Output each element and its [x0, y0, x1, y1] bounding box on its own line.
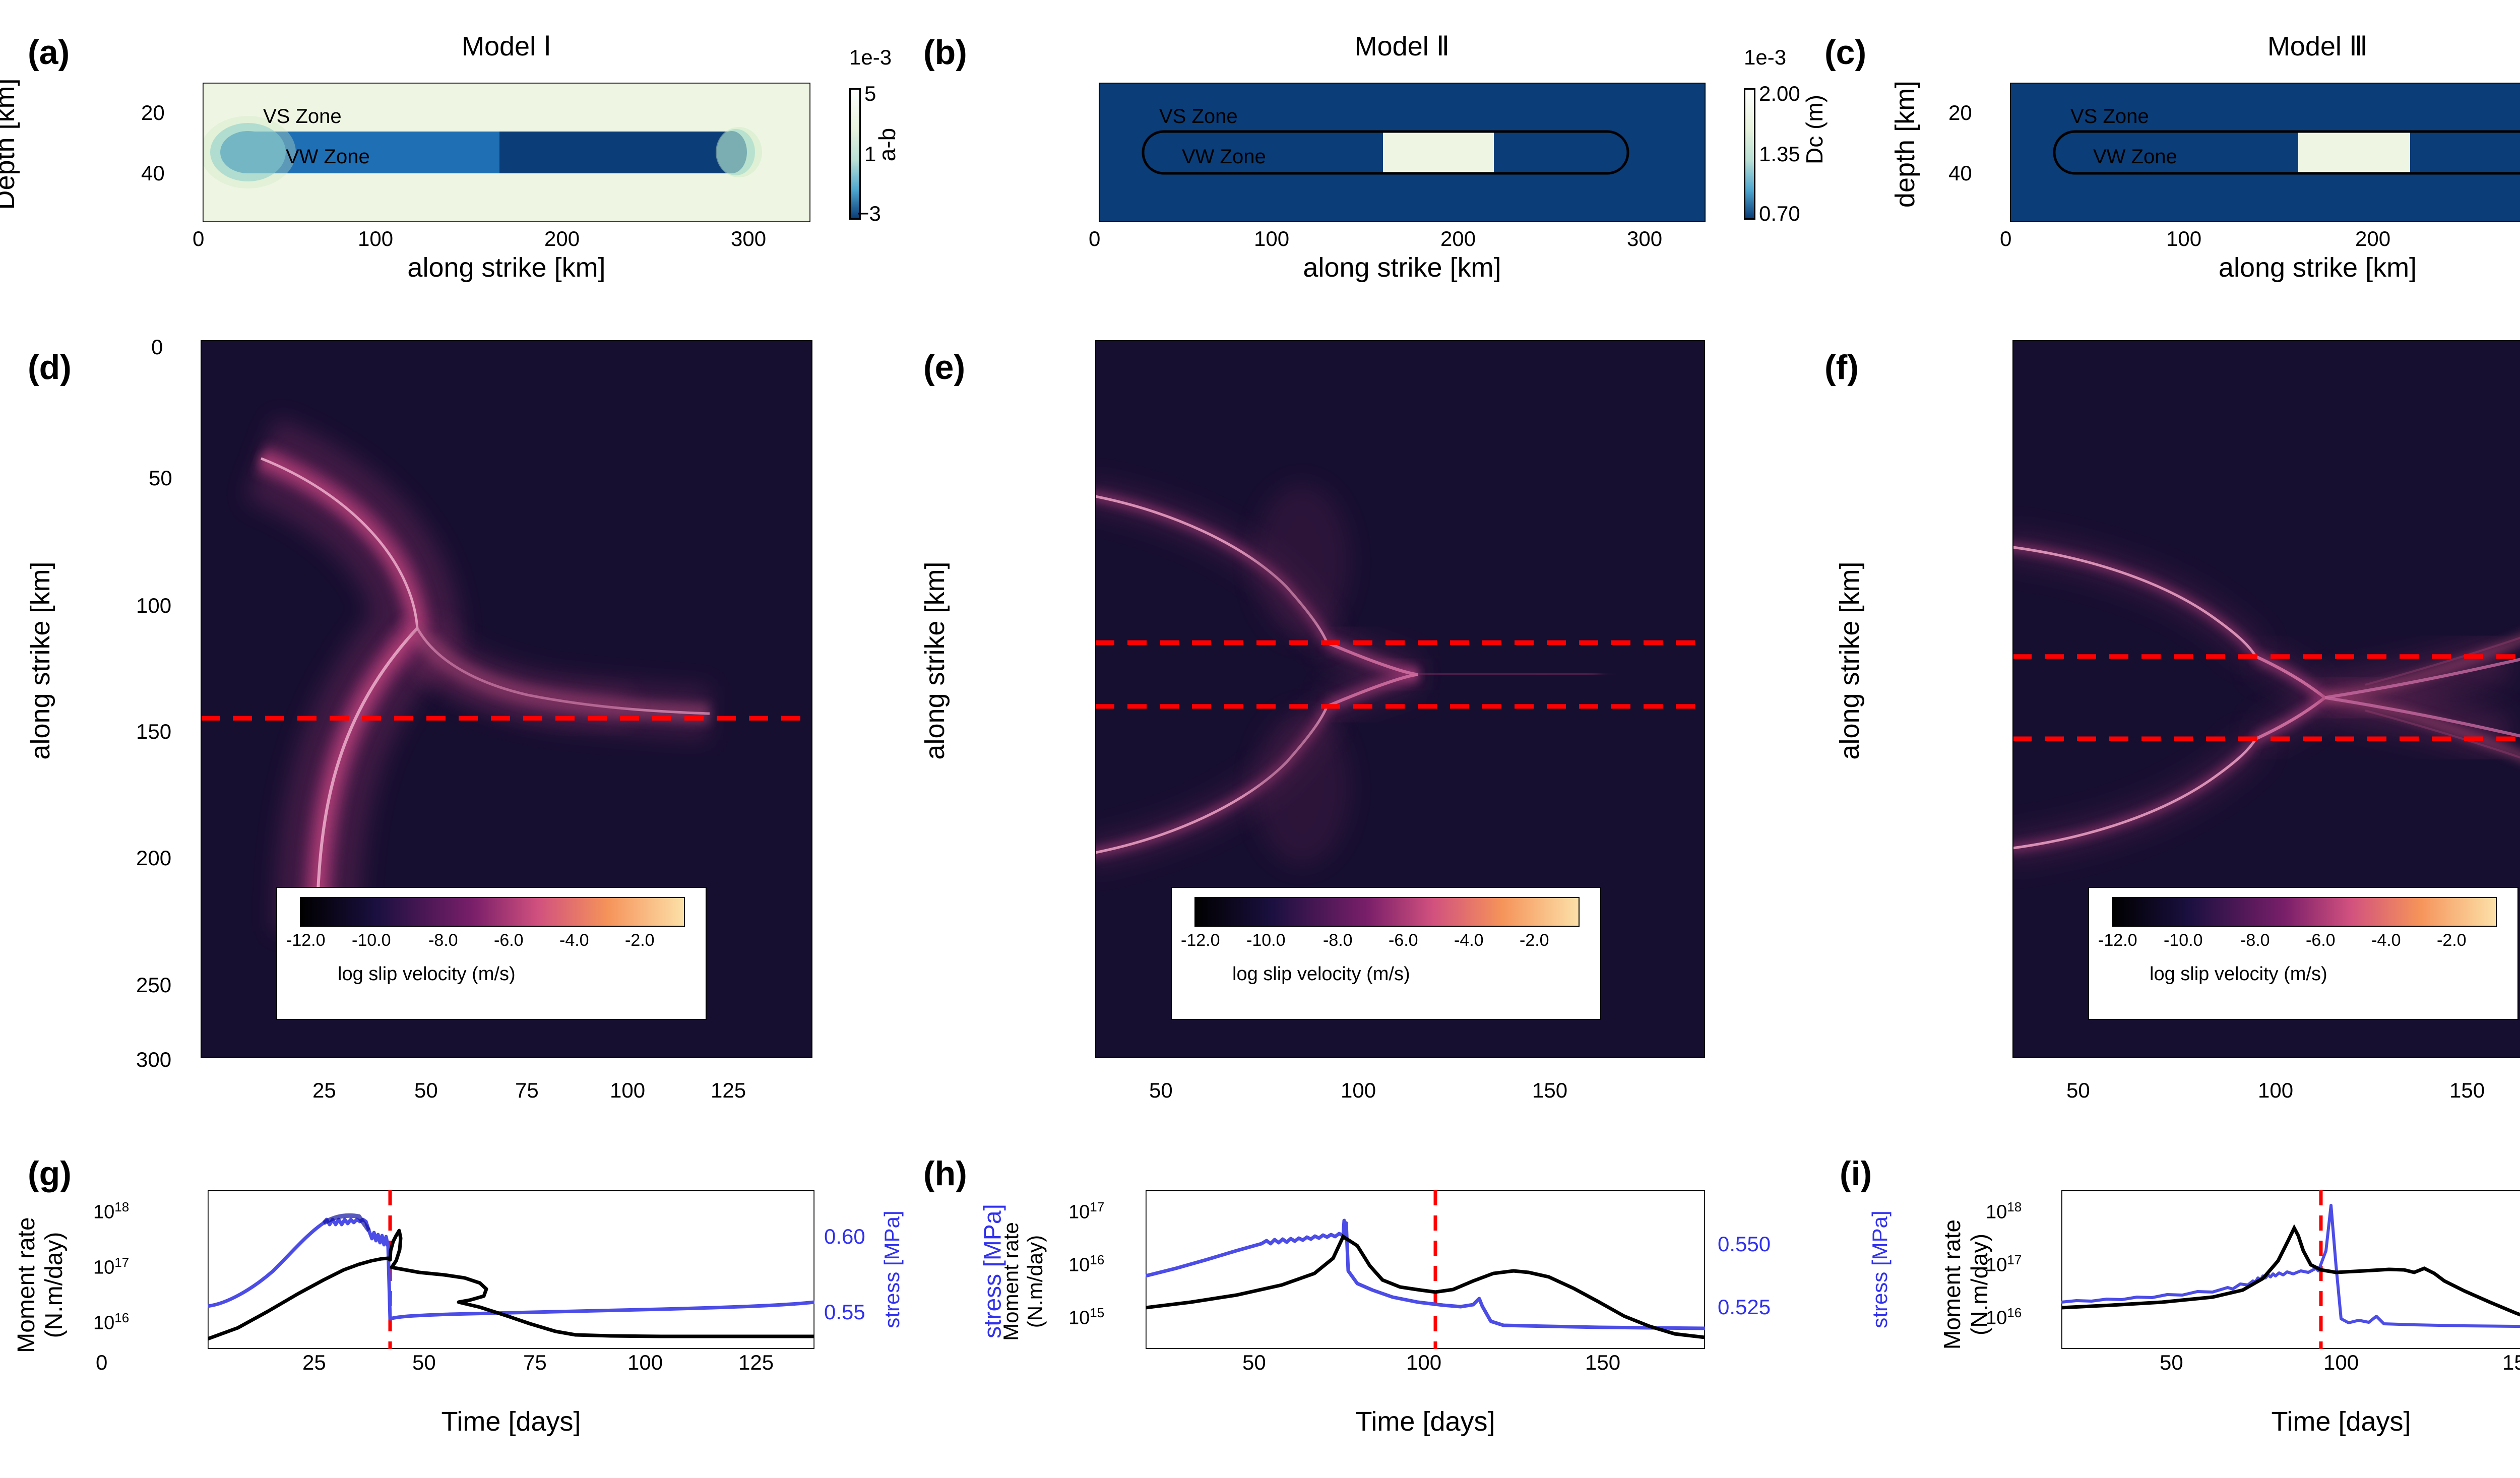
svg-text:VW Zone: VW Zone	[2093, 146, 2177, 168]
svg-text:VS Zone: VS Zone	[1159, 105, 1238, 127]
svg-text:VW Zone: VW Zone	[286, 146, 370, 168]
svg-text:VS Zone: VS Zone	[263, 105, 342, 127]
svg-text:VS Zone: VS Zone	[2070, 105, 2149, 127]
svg-text:VW Zone: VW Zone	[1182, 146, 1266, 168]
